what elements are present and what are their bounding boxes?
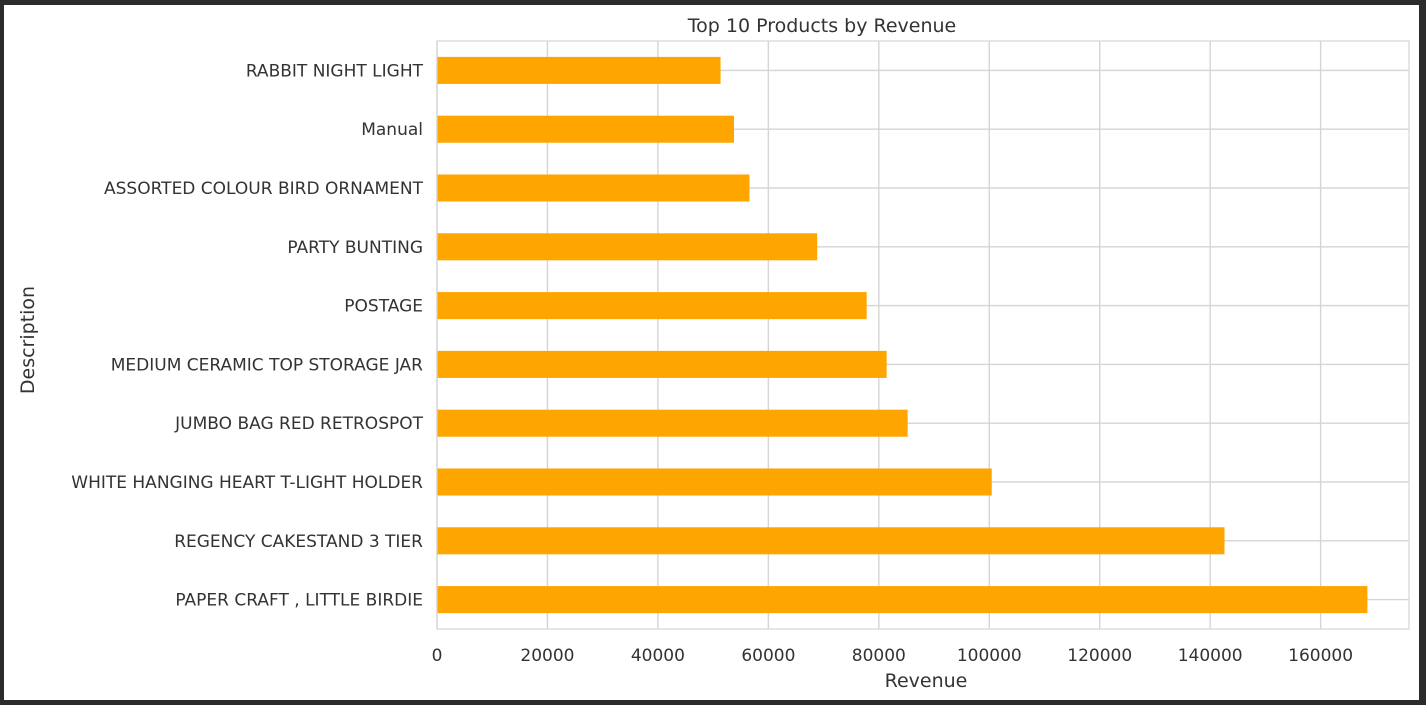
x-tick-label: 60000 [741, 646, 795, 666]
x-tick-label: 120000 [1067, 646, 1132, 666]
y-axis-label: Description [17, 286, 39, 394]
bar [437, 350, 887, 378]
x-tick-label: 160000 [1288, 646, 1353, 666]
y-tick-label: ASSORTED COLOUR BIRD ORNAMENT [104, 179, 424, 199]
bar [437, 174, 750, 202]
x-tick-label: 20000 [520, 646, 574, 666]
x-tick-labels: 0 20000 40000 60000 80000 100000 120000 140000 1… [432, 646, 1354, 666]
bar [437, 292, 867, 320]
y-tick-label: PAPER CRAFT , LITTLE BIRDIE [175, 591, 423, 611]
x-axis-label: Revenue [885, 670, 968, 692]
chart-figure: PAPER CRAFT , LITTLE BIRDIE REGENCY CAKES… [4, 5, 1419, 700]
bar [437, 527, 1225, 555]
bars [437, 56, 1368, 614]
bar [437, 115, 735, 143]
y-tick-label: MEDIUM CERAMIC TOP STORAGE JAR [111, 355, 423, 375]
bar [437, 409, 908, 437]
y-tick-label: WHITE HANGING HEART T-LIGHT HOLDER [71, 473, 423, 493]
bar [437, 468, 992, 496]
x-tick-label: 140000 [1178, 646, 1243, 666]
bar-chart: PAPER CRAFT , LITTLE BIRDIE REGENCY CAKES… [17, 15, 1410, 692]
y-tick-label: RABBIT NIGHT LIGHT [246, 61, 424, 81]
y-tick-label: Manual [361, 120, 423, 140]
x-tick-label: 100000 [957, 646, 1022, 666]
chart-title: Top 10 Products by Revenue [687, 15, 957, 37]
y-tick-label: PARTY BUNTING [287, 238, 423, 258]
bar [437, 56, 721, 84]
plot-area-frame [436, 40, 1410, 630]
bar [437, 586, 1368, 614]
y-tick-labels: PAPER CRAFT , LITTLE BIRDIE REGENCY CAKES… [71, 61, 423, 610]
x-tick-label: 0 [432, 646, 443, 666]
x-tick-label: 40000 [631, 646, 685, 666]
y-tick-label: JUMBO BAG RED RETROSPOT [174, 414, 423, 434]
x-tick-label: 80000 [852, 646, 906, 666]
y-tick-label: REGENCY CAKESTAND 3 TIER [174, 532, 423, 552]
bar [437, 233, 818, 261]
y-tick-label: POSTAGE [344, 297, 423, 317]
